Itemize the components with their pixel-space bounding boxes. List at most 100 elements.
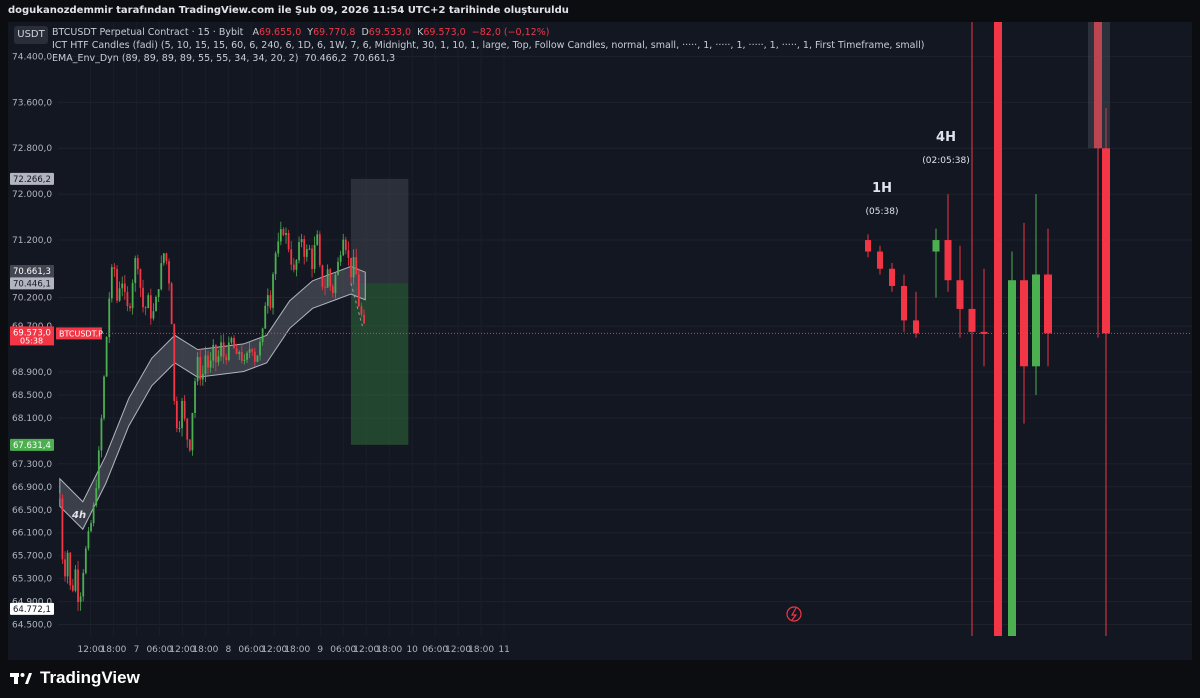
price-tag-target-text: 67.631,4: [13, 441, 51, 451]
candle-body: [214, 344, 217, 363]
htf-1h-candle-body: [865, 240, 871, 252]
candle-body: [248, 349, 251, 353]
y-tick-label: 66.100,0: [12, 529, 52, 539]
change-value: −82,0 (−0,12%): [471, 27, 550, 38]
x-tick-label: 18:00: [376, 645, 402, 655]
chart-pane[interactable]: 74.400,0 73.600,0 72.800,0 72.000,0 71.200,0…: [8, 22, 1192, 660]
candle-body: [58, 498, 61, 500]
x-tick-label: 9: [317, 645, 323, 655]
candle-body: [311, 248, 313, 269]
candle-body: [355, 257, 358, 275]
candle-body: [194, 381, 196, 414]
candle-body: [274, 253, 277, 275]
htf-1h-candle-body: [901, 285, 907, 321]
candle-body: [142, 287, 144, 308]
candle-body: [173, 324, 176, 401]
htf-1w-shade: [1088, 22, 1110, 149]
candle-body: [347, 250, 350, 258]
candle-body: [344, 239, 347, 251]
candle-body: [191, 413, 194, 451]
htf-1d-candle-body: [1008, 280, 1016, 636]
current-price-tag-text: 69.573,0: [13, 328, 51, 338]
candle-body: [331, 286, 334, 294]
candle-body: [90, 523, 92, 532]
price-tag-env-upper-text: 70.661,3: [13, 267, 51, 277]
tradingview-logo[interactable]: TradingView: [10, 668, 140, 688]
x-tick-label: 10: [406, 645, 418, 655]
candle-body: [300, 239, 303, 243]
candle-body: [100, 418, 103, 451]
candle-body: [350, 257, 352, 278]
candle-body: [71, 585, 74, 591]
reward-zone[interactable]: [350, 283, 409, 445]
candle-body: [285, 233, 287, 236]
x-tick-label: 8: [225, 645, 231, 655]
candle-body: [295, 260, 298, 270]
high-value: 69.770,8: [313, 27, 356, 38]
candle-body: [217, 356, 220, 363]
ema-envelope-band: [59, 265, 366, 531]
candle-body: [360, 306, 363, 315]
x-tick-label: 7: [134, 645, 140, 655]
price-chart[interactable]: 74.400,0 73.600,0 72.800,0 72.000,0 71.200,0…: [8, 22, 1192, 660]
x-tick-label: 06:00: [330, 645, 356, 655]
candle-body: [92, 505, 95, 524]
candle-body: [105, 337, 108, 377]
candle-body: [108, 298, 111, 338]
candle-body: [136, 258, 139, 270]
htf-1h-candle-body: [889, 268, 895, 286]
candle-body: [212, 344, 215, 361]
candle-body: [209, 360, 212, 368]
htf-1h-label: 1H: [872, 181, 892, 196]
candle-body: [196, 356, 199, 382]
candle-body: [222, 342, 225, 358]
candle-body: [186, 418, 189, 440]
risk-zone[interactable]: [350, 178, 409, 284]
htf-4h-candle-body: [968, 308, 976, 332]
htf-4h-label: 4H: [936, 130, 956, 145]
htf-1d-candle-body: [1020, 280, 1028, 367]
candle-body: [261, 328, 264, 342]
legend-title: BTCUSDT Perpetual Contract · 15 · Bybit: [52, 27, 244, 38]
high-label: Y: [307, 27, 314, 38]
candle-body: [178, 427, 181, 429]
candle-body: [313, 244, 316, 269]
legend-ohlc-row: BTCUSDT Perpetual Contract · 15 · Bybit …: [52, 27, 549, 38]
lightning-icon[interactable]: [786, 606, 802, 622]
candle-body: [188, 439, 191, 451]
candle-body: [342, 239, 345, 256]
candle-body: [131, 282, 134, 309]
candle-body: [207, 355, 209, 368]
attribution-text: dogukanozdemmir tarafından TradingView.c…: [8, 5, 569, 16]
candle-body: [329, 269, 332, 287]
y-tick-label: 68.500,0: [12, 391, 52, 401]
candle-body: [316, 234, 319, 245]
candle-body: [334, 274, 337, 294]
candle-body: [233, 338, 235, 349]
close-value: 69.573,0: [423, 27, 466, 38]
legend-indicator-1[interactable]: ICT HTF Candles (fadi) (5, 10, 15, 15, 6…: [52, 40, 925, 51]
candle-body: [118, 288, 121, 301]
candle-body: [337, 261, 339, 275]
candle-body: [126, 291, 129, 307]
price-tag-stop-box: [10, 172, 54, 185]
legend-indicator-2[interactable]: EMA_Env_Dyn (89, 89, 89, 89, 55, 55, 34,…: [52, 53, 395, 64]
htf-4h-candle-body: [932, 240, 940, 252]
y-tick-label: 68.900,0: [12, 368, 52, 378]
candle-body: [165, 253, 168, 262]
candle-body: [157, 289, 160, 298]
candle-body: [134, 258, 137, 283]
y-tick-label: 66.900,0: [12, 483, 52, 493]
candle-body: [264, 305, 267, 329]
candle-body: [79, 596, 82, 602]
symbol-button[interactable]: USDT: [14, 26, 48, 44]
candle-body: [326, 269, 329, 288]
x-tick-label: 18:00: [100, 645, 126, 655]
candle-body: [235, 348, 238, 354]
candle-body: [318, 234, 321, 266]
y-tick-label: 74.400,0: [12, 52, 52, 62]
y-tick-label: 65.300,0: [12, 575, 52, 585]
candle-body: [292, 264, 295, 270]
htf-1w-candle-body: [1094, 22, 1102, 149]
candle-body: [183, 400, 186, 419]
